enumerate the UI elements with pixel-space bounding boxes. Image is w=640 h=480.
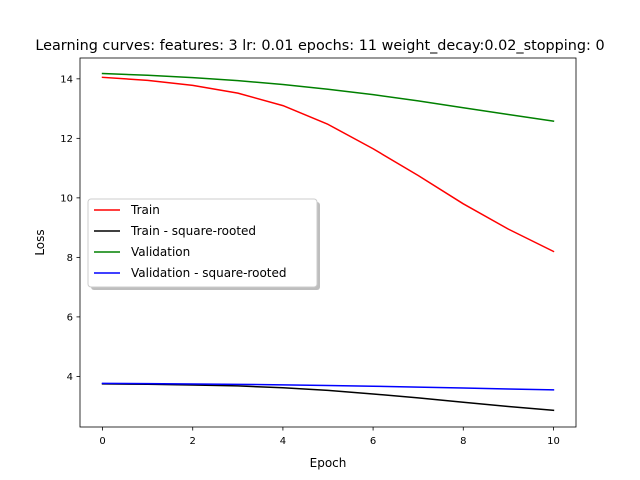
series-line-1 xyxy=(101,76,555,253)
y-tick-label: 12 xyxy=(60,134,73,145)
legend-label: Validation - square-rooted xyxy=(131,266,286,280)
x-tick-label: 2 xyxy=(190,436,196,447)
x-tick-label: 4 xyxy=(280,436,286,447)
x-tick-label: 10 xyxy=(547,436,560,447)
axes-frame xyxy=(79,57,577,428)
series-line-3 xyxy=(101,72,555,122)
series-line-2 xyxy=(101,383,555,412)
series-layer xyxy=(101,72,555,412)
x-axis-label: Epoch xyxy=(310,456,347,470)
x-tick-label: 0 xyxy=(99,436,105,447)
y-tick-label: 8 xyxy=(67,253,73,264)
legend-label: Train xyxy=(130,203,160,217)
legend: Train Train - square-rooted Validation Vali… xyxy=(87,198,320,290)
y-tick-label: 14 xyxy=(60,74,73,85)
y-tick-label: 4 xyxy=(67,372,73,383)
series-line-4 xyxy=(101,382,555,391)
legend-box xyxy=(87,198,318,288)
x-tick-label: 8 xyxy=(460,436,466,447)
x-tick-label: 6 xyxy=(370,436,376,447)
legend-label: Validation xyxy=(131,245,190,259)
legend-label: Train - square-rooted xyxy=(130,224,256,238)
axes-layer: 0 2 4 6 8 10 4 6 8 10 12 14 xyxy=(60,57,577,447)
y-axis-label: Loss xyxy=(33,229,47,255)
y-tick-label: 10 xyxy=(60,193,73,204)
chart-title: Learning curves: features: 3 lr: 0.01 ep… xyxy=(35,38,604,54)
y-tick-label: 6 xyxy=(67,312,73,323)
